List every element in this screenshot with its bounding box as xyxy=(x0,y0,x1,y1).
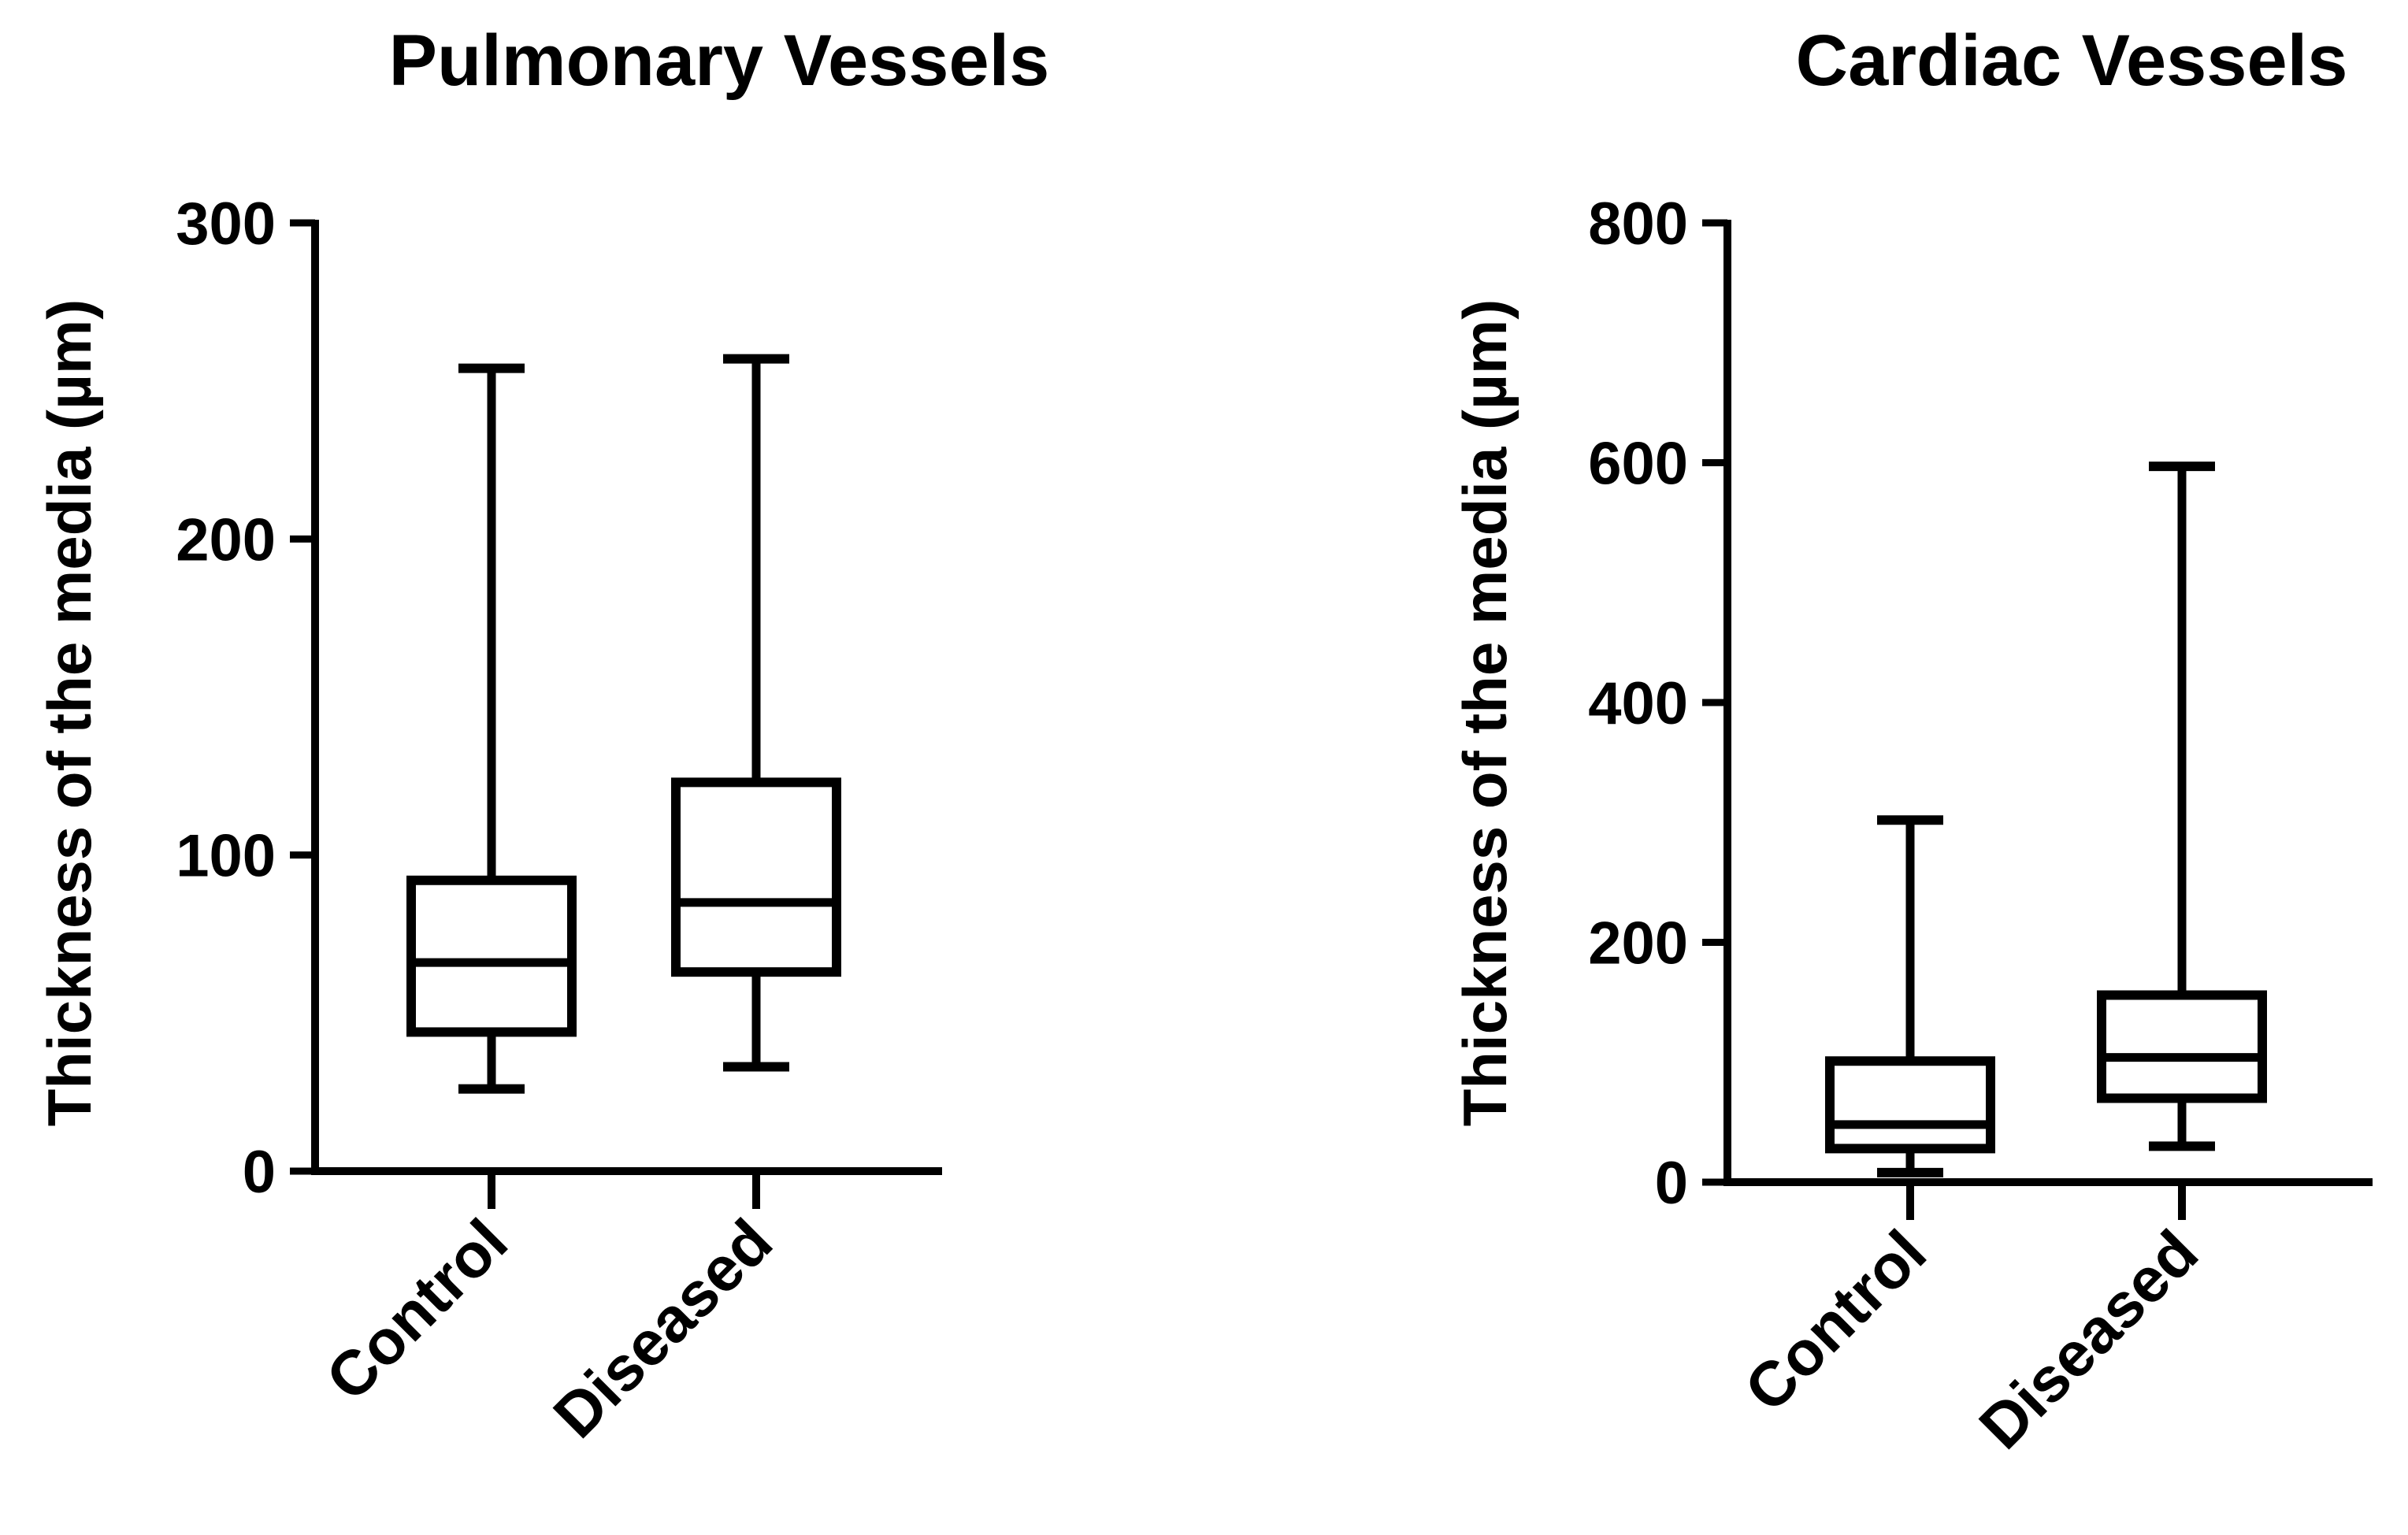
y-tick-label: 300 xyxy=(176,191,276,258)
box-iqr xyxy=(1825,1056,1995,1154)
panel-cardiac: Cardiac Vessels Thickness of the media (… xyxy=(1450,20,2373,1462)
y-tick-label: 200 xyxy=(176,506,276,573)
y-tick-label: 0 xyxy=(243,1139,276,1206)
x-tick-label: Diseased xyxy=(540,1206,785,1451)
chart-title: Pulmonary Vessels xyxy=(389,20,1050,101)
panel-pulmonary: Pulmonary Vessels Thickness of the media… xyxy=(35,20,1049,1451)
box-iqr xyxy=(671,777,841,977)
chart-title: Cardiac Vessels xyxy=(1796,20,2348,101)
y-tick-label: 600 xyxy=(1588,431,1688,498)
y-tick-label: 0 xyxy=(1655,1150,1688,1217)
y-axis-label: Thickness of the media (µm) xyxy=(1450,299,1519,1127)
y-tick-label: 100 xyxy=(176,823,276,890)
y-axis-label: Thickness of the media (µm) xyxy=(35,299,104,1127)
x-tick-label: Control xyxy=(313,1206,521,1414)
y-tick-label: 200 xyxy=(1588,910,1688,977)
x-tick-label: Control xyxy=(1731,1217,1939,1425)
box-iqr xyxy=(2097,990,2267,1103)
y-tick-label: 400 xyxy=(1588,670,1688,737)
y-tick-label: 800 xyxy=(1588,191,1688,258)
box-iqr xyxy=(406,875,577,1037)
x-tick-label: Diseased xyxy=(1966,1217,2211,1462)
